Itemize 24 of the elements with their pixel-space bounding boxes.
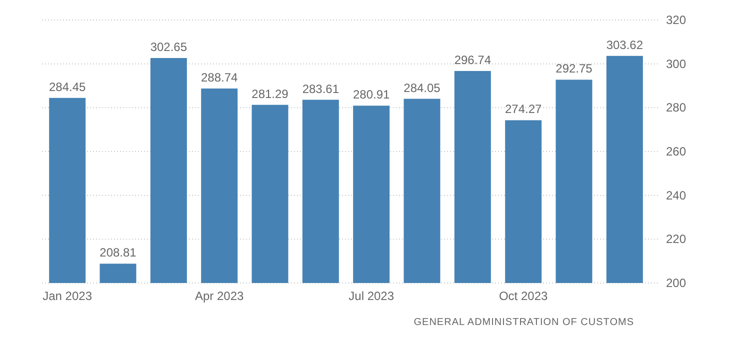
data-label: 281.29 [252,86,289,101]
y-tick-label: 200 [666,276,686,290]
data-label: 292.75 [556,62,593,76]
data-label: 284.45 [48,80,86,94]
data-label: 208.81 [100,246,137,260]
y-tick-label: 320 [666,13,686,27]
data-label: 302.65 [150,40,188,54]
data-label: 283.61 [302,82,340,96]
x-tick-label: Oct 2023 [498,289,548,303]
y-tick-label: 220 [666,232,686,246]
data-label: 274.27 [504,102,542,116]
text: GENERAL ADMINISTRATION OF CUSTOMS [414,317,634,328]
x-tick-label: Apr 2023 [194,289,244,303]
data-label: 303.62 [606,38,644,52]
y-tick-label: 240 [666,188,686,202]
data-label: 284.05 [404,80,441,95]
data-label: 288.74 [200,70,238,85]
x-tick-label: Jul 2023 [348,289,394,303]
y-tick-label: 300 [666,56,686,71]
y-tick-label: 260 [666,144,686,158]
x-tick-label: Jan 2023 [42,289,92,303]
y-tick-label: 280 [666,100,686,115]
data-label: 280.91 [352,88,390,102]
data-label: 296.74 [454,52,492,67]
